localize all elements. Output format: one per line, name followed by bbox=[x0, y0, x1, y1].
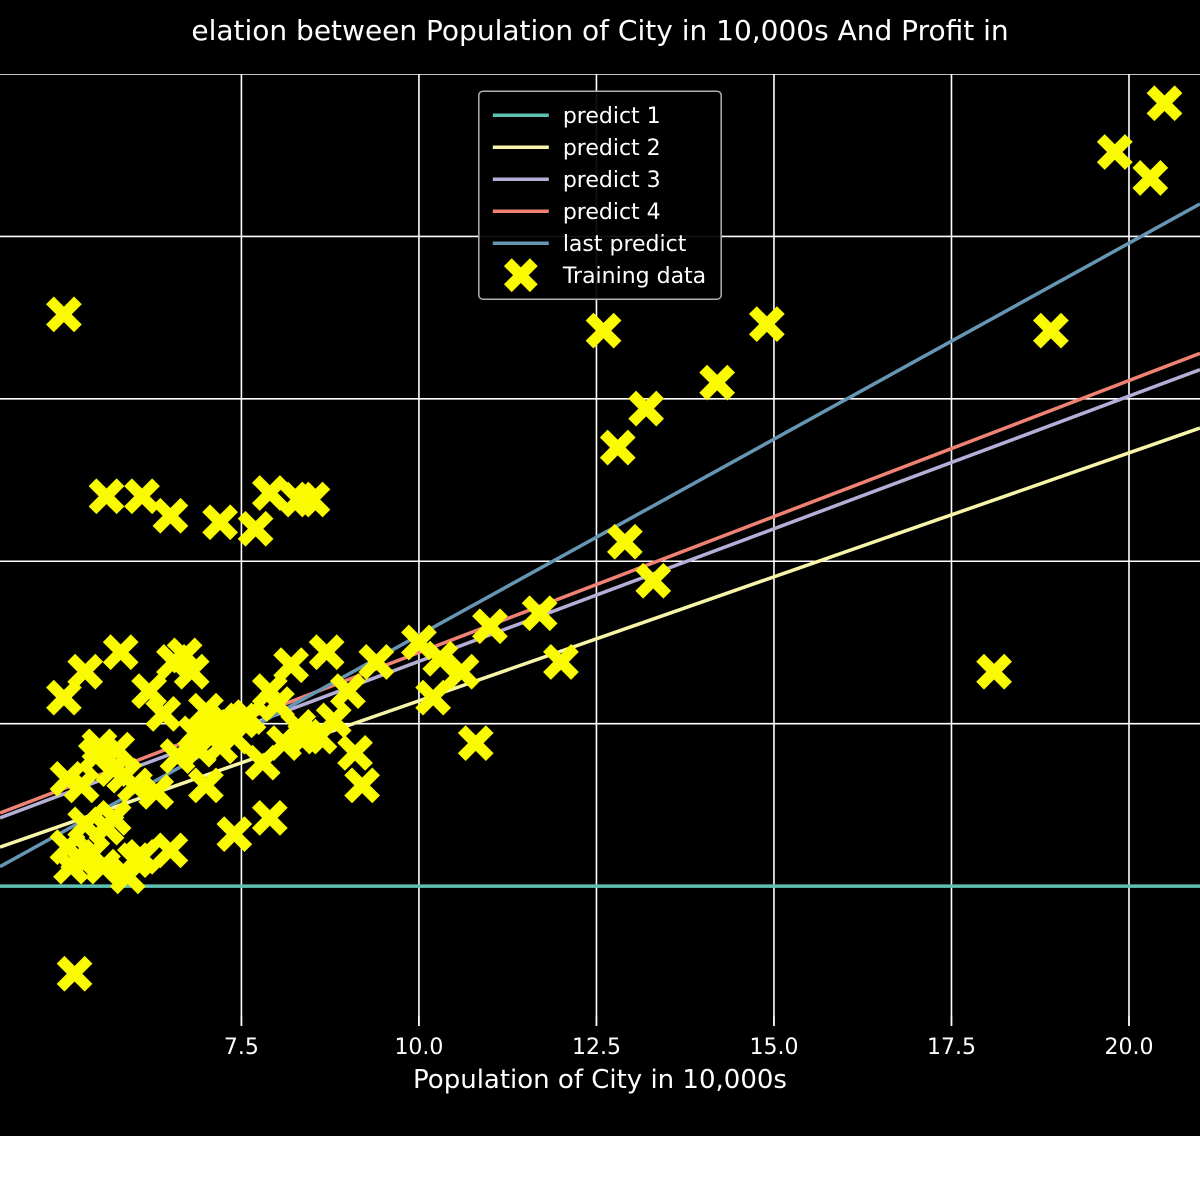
x-tick-label: 15.0 bbox=[749, 1035, 798, 1060]
legend: predict 1 predict 2 predict 3 predict 4 last… bbox=[479, 91, 721, 299]
legend-label: Training data bbox=[562, 264, 706, 289]
x-tick-label: 20.0 bbox=[1105, 1035, 1154, 1060]
legend-label: last predict bbox=[563, 232, 687, 257]
regression-chart: 7.5 10.0 12.5 15.0 17.5 20.0 Population of Cit… bbox=[0, 0, 1200, 1200]
outer-margin-bottom bbox=[0, 1136, 1200, 1200]
chart-title: elation between Population of City in 10… bbox=[191, 14, 1008, 47]
legend-label: predict 4 bbox=[563, 200, 661, 225]
legend-label: predict 3 bbox=[563, 168, 661, 193]
x-tick-label: 10.0 bbox=[394, 1035, 443, 1060]
legend-label: predict 2 bbox=[563, 136, 661, 161]
x-tick-label: 12.5 bbox=[572, 1035, 621, 1060]
x-tick-label: 7.5 bbox=[224, 1035, 259, 1060]
chart-container: 7.5 10.0 12.5 15.0 17.5 20.0 Population of Cit… bbox=[0, 0, 1200, 1200]
x-axis-label: Population of City in 10,000s bbox=[413, 1065, 787, 1095]
legend-label: predict 1 bbox=[563, 104, 661, 129]
x-tick-label: 17.5 bbox=[927, 1035, 976, 1060]
